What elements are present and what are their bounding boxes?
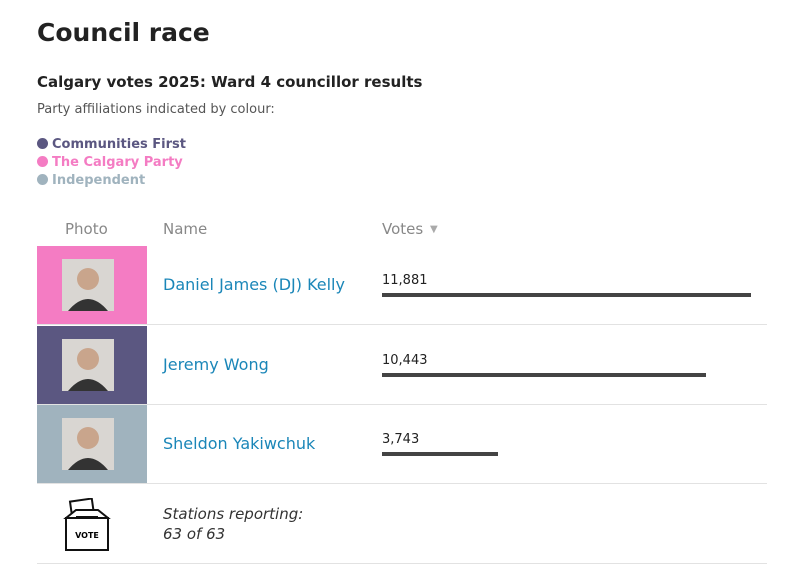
subtitle: Calgary votes 2025: Ward 4 councillor re… [37,73,423,91]
votes-label: 10,443 [382,352,428,368]
footer-text: Stations reporting: [163,505,304,523]
separator [37,324,767,325]
legend-item: Communities First [37,137,186,152]
votes-label: 3,743 [382,432,420,447]
vote-icon: VOTE [63,498,111,551]
vote-bar [382,372,707,377]
separator [37,483,767,484]
candidate-name[interactable]: Daniel James (DJ) Kelly [163,275,345,294]
photo-cell [37,405,147,483]
legend-dot [37,138,48,149]
legend-label: Independent [52,173,146,188]
column-header: Name [163,220,208,238]
candidate-name[interactable]: Jeremy Wong [163,354,269,374]
column-header[interactable]: Votes [382,220,424,238]
legend-item: The Calgary Party [37,155,183,170]
candidate-name[interactable]: Sheldon Yakiwchuk [163,434,316,453]
separator [37,563,767,564]
legend-label: Communities First [52,137,186,152]
vote-bar [382,452,499,456]
icon-label: VOTE [75,531,99,540]
votes-label: 11,881 [382,273,428,288]
sort-indicator[interactable]: ▼ [430,224,438,235]
footer-count: 63 of 63 [163,525,226,543]
photo-cell [37,246,147,324]
legend-item: Independent [37,173,145,188]
legend-dot [37,156,48,167]
title: Council race [37,18,210,47]
note: Party affiliations indicated by colour: [37,102,275,117]
vote-bar [382,293,751,297]
photo-cell [37,325,147,404]
legend-dot [37,174,48,185]
photo [62,418,114,470]
column-header: Photo [65,220,108,238]
photo [62,259,114,311]
separator [37,403,767,405]
photo [62,338,114,391]
legend-label: The Calgary Party [52,155,183,170]
